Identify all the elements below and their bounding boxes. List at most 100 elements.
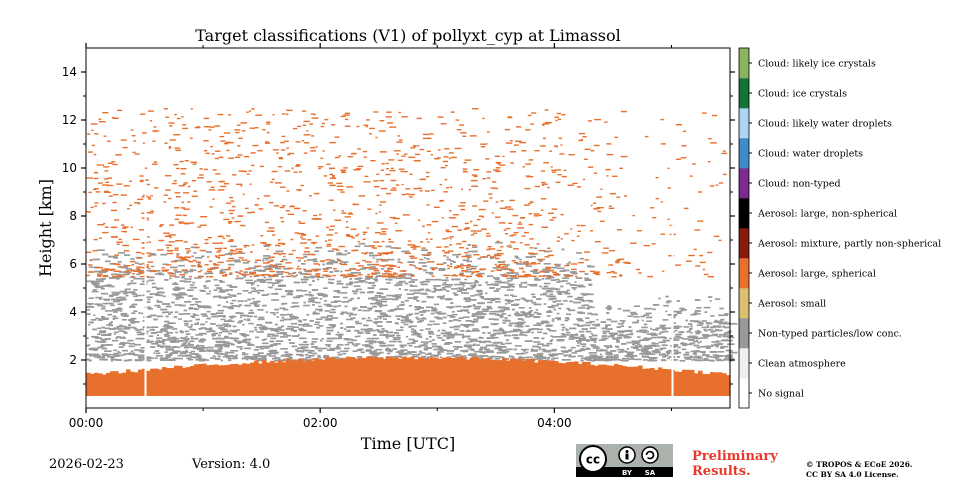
data-cell: [329, 261, 338, 263]
data-cell: [612, 337, 618, 340]
data-cell: [295, 326, 299, 329]
data-cell: [584, 277, 589, 280]
data-cell: [474, 280, 478, 282]
data-cell: [444, 332, 452, 334]
data-cell: [272, 357, 277, 360]
data-cell: [496, 240, 500, 243]
data-cell: [190, 336, 194, 338]
data-cell: [465, 254, 472, 257]
data-cell: [376, 275, 383, 277]
data-cell: [552, 336, 556, 338]
data-cell: [322, 263, 325, 266]
data-cell: [200, 327, 207, 329]
data-cell: [609, 344, 612, 347]
data-cell: [546, 328, 550, 330]
data-cell: [467, 354, 474, 356]
data-cell: [522, 350, 526, 352]
data-cell: [186, 252, 190, 254]
data-cell: [426, 258, 430, 260]
data-cell: [520, 311, 525, 313]
data-cell: [689, 355, 693, 358]
data-cell: [243, 271, 248, 273]
data-cell: [212, 242, 219, 244]
data-cell: [578, 330, 585, 333]
data-cell: [307, 331, 315, 333]
data-cell: [340, 270, 343, 273]
data-cell: [360, 351, 365, 354]
data-cell: [247, 298, 251, 301]
data-cell: [676, 356, 681, 358]
data-cell: [494, 310, 498, 313]
data-cell: [112, 309, 120, 311]
data-cell: [365, 281, 368, 284]
data-cell: [133, 289, 138, 291]
data-cell: [487, 351, 494, 353]
data-cell: [704, 311, 708, 313]
data-cell: [434, 316, 440, 318]
data-cell: [689, 342, 695, 345]
data-cell: [525, 265, 533, 267]
data-cell: [392, 348, 397, 350]
data-cell: [110, 359, 114, 362]
data-cell: [396, 334, 401, 337]
chart-title: Target classifications (V1) of pollyxt_c…: [195, 26, 621, 45]
data-cell: [233, 356, 238, 358]
data-cell: [477, 275, 484, 278]
data-cell: [257, 284, 260, 287]
data-cell: [225, 289, 230, 291]
data-cell: [309, 350, 315, 352]
data-cell: [175, 298, 180, 300]
data-cell: [420, 341, 429, 343]
data-cell: [608, 346, 613, 348]
data-cell: [463, 345, 468, 347]
data-cell: [671, 353, 679, 355]
data-cell: [469, 353, 477, 355]
data-cell: [662, 270, 665, 273]
data-cell: [549, 330, 557, 332]
data-cell: [627, 358, 635, 360]
data-cell: [162, 303, 170, 305]
data-cell: [709, 300, 712, 302]
data-cell: [381, 298, 389, 300]
data-cell: [233, 339, 238, 342]
data-cell: [592, 334, 598, 337]
data-cell: [466, 346, 472, 348]
data-cell: [535, 279, 541, 281]
data-cell: [377, 330, 382, 333]
data-cell: [194, 277, 202, 279]
data-cell: [397, 258, 401, 261]
data-cell: [696, 307, 702, 309]
data-cell: [149, 293, 154, 295]
data-cell: [318, 349, 323, 352]
data-cell: [130, 317, 137, 320]
data-cell: [247, 344, 255, 346]
data-cell: [407, 297, 415, 299]
data-cell: [274, 357, 281, 359]
data-cell: [457, 290, 462, 292]
data-cell: [139, 175, 144, 177]
data-cell: [362, 344, 370, 346]
data-cell: [272, 274, 275, 276]
data-cell: [164, 175, 172, 177]
data-cell: [165, 347, 171, 349]
data-cell: [419, 336, 423, 338]
data-cell: [388, 267, 394, 270]
data-cell: [716, 359, 725, 362]
data-cell: [421, 254, 426, 256]
data-cell: [577, 342, 581, 344]
data-cell: [330, 308, 336, 311]
data-cell: [546, 324, 552, 327]
data-cell: [265, 321, 272, 324]
data-cell: [311, 276, 315, 279]
data-cell: [559, 270, 566, 272]
data-cell: [161, 328, 168, 330]
data-cell: [348, 315, 351, 317]
data-cell: [552, 301, 556, 303]
data-cell: [550, 297, 557, 300]
data-cell: [574, 350, 580, 352]
data-cell: [168, 358, 176, 361]
data-cell: [100, 287, 105, 290]
data-cell: [280, 348, 288, 350]
data-cell: [398, 288, 401, 290]
data-cell: [257, 289, 265, 292]
